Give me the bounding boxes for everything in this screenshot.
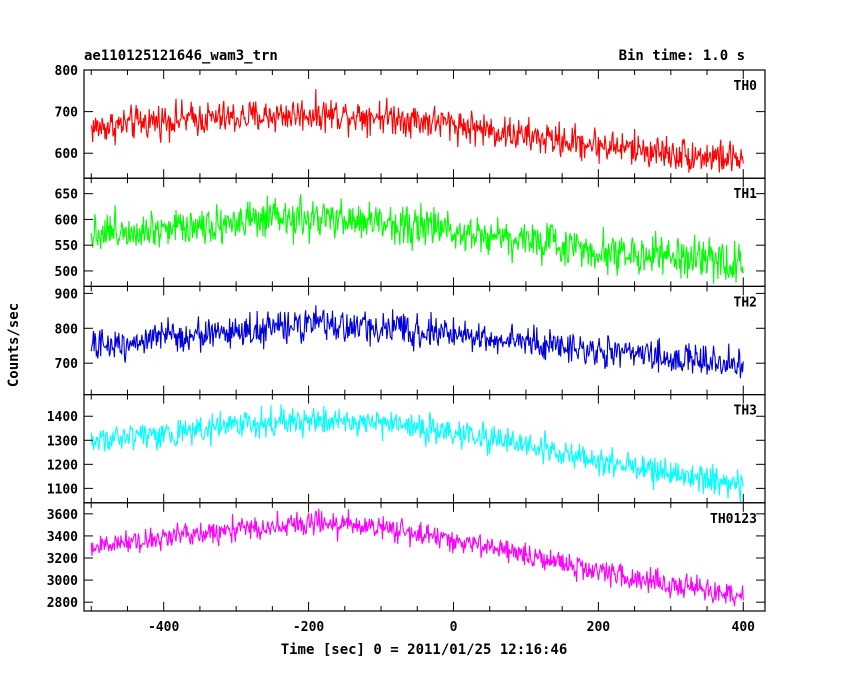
- panel-th1: 500 550 600 650 TH1: [55, 177, 766, 287]
- y-tick-label: 550: [55, 239, 79, 254]
- light-curve-th2: [90, 305, 744, 379]
- y-tick-label: 500: [55, 265, 79, 280]
- y-axis-label: Counts/sec: [6, 303, 22, 387]
- y-tick-label: 1400: [47, 410, 78, 425]
- light-curve-th0123: [90, 508, 744, 607]
- y-tick-label: 800: [55, 322, 79, 337]
- y-tick-label: 700: [55, 106, 79, 121]
- panel-label-th3: TH3: [734, 404, 757, 419]
- y-tick-label: 650: [55, 188, 79, 203]
- light-curve-th3: [90, 404, 744, 503]
- panel-th3: 1100 1200 1300 1400 TH3: [47, 394, 766, 504]
- panel-label-th1: TH1: [734, 187, 758, 202]
- panel-th0123: 2800 3000 3200 3400 3600 TH0123: [47, 502, 766, 612]
- panel-label-th0: TH0: [734, 79, 758, 94]
- x-axis-label: Time [sec] 0 = 2011/01/25 12:16:46: [281, 642, 568, 658]
- panel-frame: [83, 394, 766, 504]
- panel-th2: 700 800 900 TH2: [55, 285, 766, 396]
- y-tick-label: 900: [55, 287, 79, 302]
- x-tick-label: 400: [732, 620, 756, 635]
- x-tick-label: 200: [587, 620, 611, 635]
- y-tick-label: 3400: [47, 530, 78, 545]
- panel-th0: 600 700 800 TH0: [55, 64, 766, 179]
- y-tick-label: 1300: [47, 434, 78, 449]
- x-tick-label: 0: [450, 620, 458, 635]
- bin-time-label: Bin time: 1.0 s: [619, 48, 745, 64]
- panels-group: 600 700 800 TH0 500 550 600 650 TH1 700 800 900 TH2 1…: [47, 64, 766, 635]
- y-tick-label: 600: [55, 213, 79, 228]
- panel-label-th2: TH2: [734, 295, 757, 310]
- chart-title: ae110125121646_wam3_trn: [84, 48, 278, 64]
- y-tick-label: 800: [55, 64, 79, 79]
- y-tick-label: 2800: [47, 596, 78, 611]
- y-tick-label: 3000: [47, 574, 78, 589]
- panel-frame: [83, 285, 766, 396]
- light-curve-th1: [90, 194, 744, 284]
- x-tick-label: -200: [293, 620, 324, 635]
- y-tick-label: 3600: [47, 508, 78, 523]
- panel-frame: [83, 502, 766, 612]
- y-tick-label: 1100: [47, 482, 78, 497]
- y-tick-label: 1200: [47, 458, 78, 473]
- panel-label-th0123: TH0123: [710, 512, 757, 527]
- y-tick-label: 600: [55, 147, 79, 162]
- light-curve-th0: [90, 89, 744, 173]
- x-tick-label: -400: [148, 620, 179, 635]
- y-tick-label: 3200: [47, 552, 78, 567]
- y-tick-label: 700: [55, 357, 79, 372]
